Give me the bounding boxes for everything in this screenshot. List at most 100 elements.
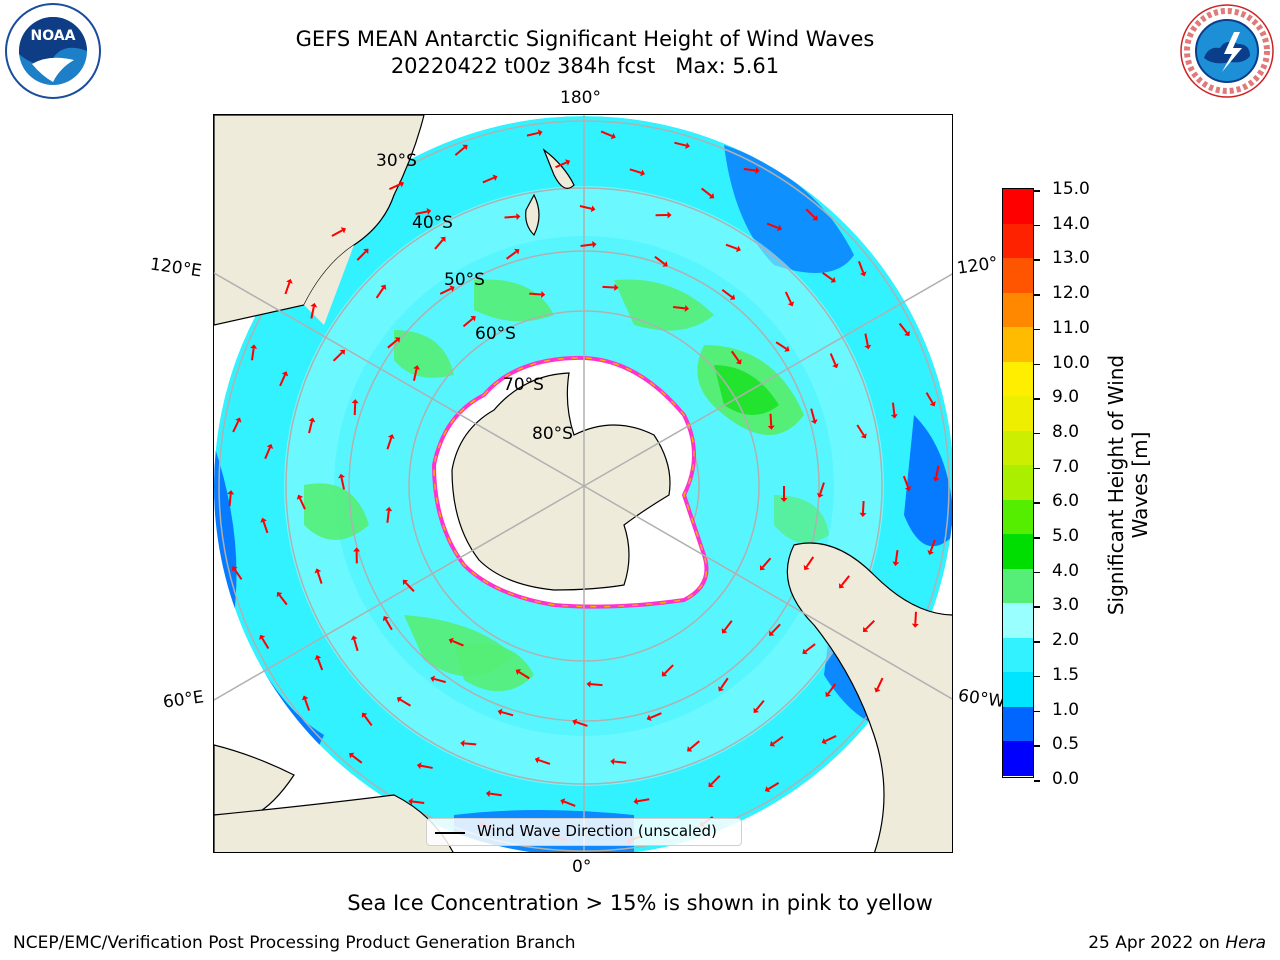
colorbar-tick-mark: [1034, 294, 1040, 296]
wind-arrow-head: [729, 294, 736, 300]
colorbar-segment: [1003, 223, 1033, 259]
wind-arrow: [308, 421, 313, 434]
wind-arrow-head: [892, 561, 900, 567]
colorbar-segment: [1003, 396, 1033, 431]
wind-arrow: [375, 287, 385, 299]
wind-arrow: [579, 205, 592, 210]
wind-arrow-head: [802, 648, 808, 655]
wind-arrow: [654, 255, 666, 265]
wind-arrow-head: [803, 564, 810, 571]
colorbar-tick-mark: [1034, 398, 1040, 400]
colorbar-tick-label: 6.0: [1052, 491, 1080, 512]
land-antarctica: [451, 372, 671, 591]
colorbar-label: Significant Height of Wind Waves [m]: [1104, 354, 1152, 616]
wind-arrow: [902, 475, 910, 488]
wind-arrow: [452, 639, 464, 647]
colorbar-segment: [1003, 499, 1033, 535]
wind-arrow: [925, 392, 934, 404]
wind-arrow-head: [764, 786, 771, 793]
lat-label-60s: 60°S: [475, 324, 516, 344]
wind-arrow-head: [314, 655, 322, 661]
title-line-1: GEFS MEAN Antarctic Significant Height o…: [295, 27, 875, 51]
wind-arrow: [228, 494, 232, 507]
wind-arrow: [399, 698, 412, 707]
wind-arrow-head: [339, 349, 346, 355]
wind-arrow-head: [753, 707, 759, 713]
colorbar-tick-mark: [1034, 571, 1040, 574]
wind-arrow: [388, 183, 401, 191]
wind-arrow-head: [832, 363, 839, 369]
ice-note: Sea Ice Concentration > 15% is shown in …: [347, 891, 933, 915]
wind-arrow-head: [308, 417, 316, 423]
wind-arrow: [876, 677, 884, 690]
wind-arrow-head: [235, 417, 242, 423]
wind-arrow-head: [338, 473, 345, 479]
wind-arrow-head: [776, 224, 782, 232]
wind-arrow-head: [860, 433, 867, 439]
wind-arrow: [489, 792, 502, 797]
wind-arrow-head: [394, 337, 401, 343]
wind-arrow: [555, 161, 567, 169]
wind-arrow: [935, 465, 940, 478]
wind-arrow-head: [721, 628, 728, 634]
wind-arrow-head: [534, 756, 540, 764]
wind-arrow-head: [684, 304, 690, 312]
wind-arrow: [721, 289, 733, 298]
wind-arrow: [251, 348, 255, 361]
wind-arrow-head: [231, 566, 238, 572]
wind-arrow-head: [735, 245, 741, 253]
wind-arrow-head: [614, 284, 619, 292]
wind-arrow: [730, 350, 740, 362]
colorbar-tick-mark: [1034, 224, 1040, 227]
wind-arrow: [929, 539, 936, 552]
wind-arrow: [538, 759, 551, 765]
wind-arrow-head: [929, 401, 936, 407]
colorbar-segment: [1003, 741, 1033, 776]
land-new-zealand: [542, 148, 575, 189]
wind-arrow-head: [932, 476, 940, 482]
wind-arrow-head: [281, 371, 289, 377]
land-south-america: [786, 542, 952, 852]
wind-arrow: [805, 556, 815, 568]
colorbar-segment: [1003, 465, 1033, 500]
wind-arrow: [433, 677, 446, 684]
wind-arrow-head: [296, 494, 304, 500]
wind-arrow: [317, 658, 324, 671]
wind-arrow: [412, 368, 418, 381]
colorbar-segment: [1003, 568, 1033, 604]
wind-arrow-head: [859, 271, 867, 277]
lon-label-upper-left: 120°E: [148, 254, 203, 282]
wind-arrow: [674, 141, 687, 147]
wind-arrow-head: [610, 132, 616, 140]
wind-arrow: [840, 575, 850, 586]
wind-arrow-head: [590, 205, 596, 213]
wind-arrow: [356, 250, 367, 261]
map-frame: [213, 114, 953, 853]
wind-arrow-head: [380, 284, 387, 290]
wind-arrow: [415, 210, 428, 215]
wind-arrow-head: [592, 241, 597, 248]
wind-arrow: [725, 243, 738, 250]
lat-label-30s: 30°S: [376, 151, 417, 171]
colorbar-segment: [1003, 327, 1033, 362]
wind-arrow-head: [310, 302, 318, 308]
wind-arrow: [865, 620, 875, 630]
wind-arrow-head: [340, 227, 346, 234]
wind-arrow-head: [537, 129, 543, 137]
colorbar-tick-label: 0.5: [1052, 734, 1080, 755]
wind-arrow-head: [314, 568, 322, 574]
nws-logo: [1178, 2, 1276, 100]
wind-arrow: [822, 272, 834, 281]
wind-arrow-head: [301, 695, 309, 701]
colorbar-tick-label: 11.0: [1052, 317, 1090, 338]
wind-arrow: [384, 618, 393, 631]
wind-arrow-head: [416, 762, 422, 770]
wind-arrow-head: [838, 583, 845, 589]
wind-arrow: [861, 500, 865, 514]
wind-arrow-head: [927, 550, 934, 556]
wind-arrow-head: [382, 615, 389, 622]
lon-label-lower-right: 60°W: [956, 685, 1007, 713]
wind-arrow-head: [767, 425, 775, 430]
wind-arrow-head: [662, 261, 668, 267]
colorbar-tick-mark: [1034, 710, 1040, 713]
